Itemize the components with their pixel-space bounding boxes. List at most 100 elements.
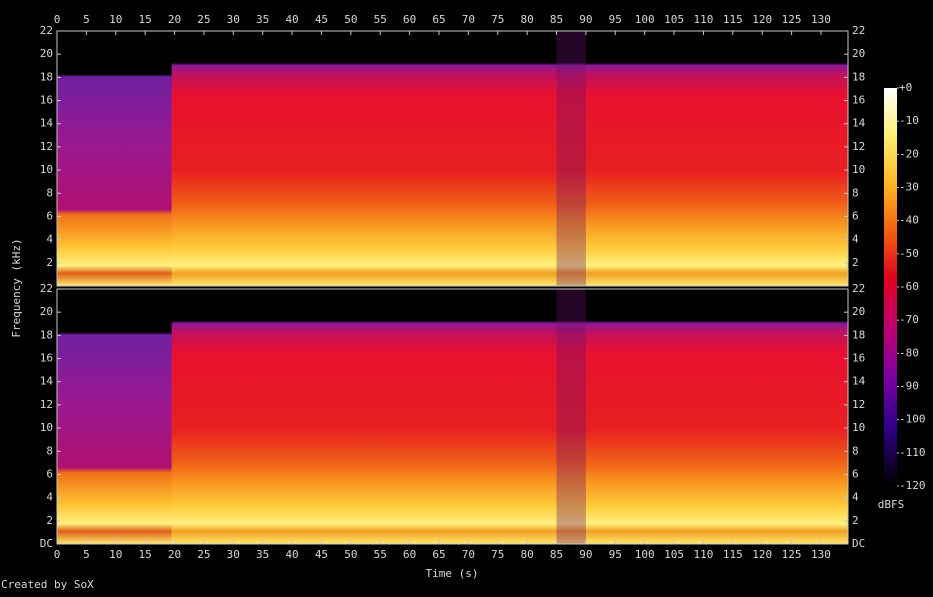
colorbar-tick-label: -120: [899, 479, 926, 492]
y-tick-label: 6: [852, 209, 859, 222]
y-tick-label: 14: [852, 117, 866, 130]
y-tick-label: 22: [40, 282, 53, 295]
x-tick-label: 115: [723, 13, 743, 26]
x-axis-label: Time (s): [426, 567, 479, 580]
x-tick-label: 50: [344, 13, 357, 26]
colorbar: [884, 88, 897, 486]
x-tick-label: 100: [635, 13, 655, 26]
y-tick-label: 20: [852, 305, 865, 318]
spectrogram-image: [556, 31, 586, 286]
y-tick-label: 14: [40, 117, 54, 130]
y-tick-label: 8: [852, 186, 859, 199]
x-tick-label: 95: [609, 548, 622, 561]
colorbar-tick-label: -30: [899, 181, 919, 194]
y-tick-label: 10: [40, 163, 53, 176]
y-tick-label: 18: [852, 328, 865, 341]
colorbar-tick-label: -60: [899, 280, 919, 293]
y-tick-label: 22: [40, 24, 53, 37]
y-tick-label: 12: [40, 398, 53, 411]
y-tick-label: 6: [852, 467, 859, 480]
x-tick-label: 15: [139, 13, 152, 26]
x-tick-label: 90: [579, 548, 592, 561]
y-tick-label: 18: [40, 70, 53, 83]
x-tick-label: 75: [491, 13, 504, 26]
x-tick-label: 40: [285, 13, 298, 26]
y-tick-label: 2: [46, 514, 53, 527]
x-tick-label: 5: [83, 13, 90, 26]
x-tick-label: 120: [752, 13, 772, 26]
y-tick-label: 12: [852, 140, 865, 153]
x-tick-label: 95: [609, 13, 622, 26]
y-tick-label: DC: [40, 537, 53, 550]
plot-frame: [56, 288, 849, 545]
y-tick-label: 22: [852, 24, 865, 37]
y-tick-label: 20: [40, 305, 53, 318]
x-tick-label: 20: [168, 13, 181, 26]
y-tick-label: 14: [852, 375, 866, 388]
y-tick-label: 8: [46, 186, 53, 199]
x-tick-label: 105: [664, 548, 684, 561]
spectrogram-image: [57, 289, 172, 544]
x-tick-label: 45: [315, 548, 328, 561]
x-tick-label: 120: [752, 548, 772, 561]
y-tick-label: 16: [40, 352, 53, 365]
x-tick-label: 65: [432, 13, 445, 26]
y-tick-label: 18: [40, 328, 53, 341]
y-tick-label: 4: [46, 491, 53, 504]
spectrogram-image: [57, 289, 848, 544]
x-tick-label: 125: [782, 13, 802, 26]
y-tick-label: 8: [46, 444, 53, 457]
x-tick-label: 75: [491, 548, 504, 561]
colorbar-tick-label: -50: [899, 247, 919, 260]
y-tick-label: 2: [852, 514, 859, 527]
x-tick-label: 80: [521, 13, 534, 26]
colorbar-tick-label: -70: [899, 313, 919, 326]
x-tick-label: 20: [168, 548, 181, 561]
y-tick-label: 16: [852, 94, 865, 107]
y-tick-label: 16: [852, 352, 865, 365]
y-tick-label: 4: [852, 233, 859, 246]
x-tick-label: 130: [811, 548, 831, 561]
colorbar-label: dBFS: [878, 498, 905, 511]
y-tick-label: 10: [40, 421, 53, 434]
colorbar-tick-label: -100: [899, 413, 926, 426]
x-tick-label: 55: [374, 548, 387, 561]
y-tick-label: 8: [852, 444, 859, 457]
x-tick-label: 40: [285, 548, 298, 561]
x-tick-label: 30: [227, 13, 240, 26]
y-tick-label: 16: [40, 94, 53, 107]
y-tick-label: DC: [852, 537, 865, 550]
plot-frame: [56, 30, 849, 287]
x-tick-label: 110: [693, 548, 713, 561]
x-tick-label: 100: [635, 548, 655, 561]
spectrogram-image: [556, 289, 586, 544]
x-tick-label: 70: [462, 13, 475, 26]
colorbar-tick-label: -80: [899, 346, 919, 359]
y-tick-label: 2: [852, 256, 859, 269]
y-tick-label: 14: [40, 375, 54, 388]
y-tick-label: 18: [852, 70, 865, 83]
x-tick-label: 35: [256, 548, 269, 561]
y-tick-label: 22: [852, 282, 865, 295]
x-tick-label: 5: [83, 548, 90, 561]
y-tick-label: 10: [852, 421, 865, 434]
x-tick-label: 105: [664, 13, 684, 26]
y-tick-label: 10: [852, 163, 865, 176]
colorbar-tick-label: -10: [899, 114, 919, 127]
y-tick-label: 4: [852, 491, 859, 504]
x-tick-label: 10: [109, 548, 122, 561]
x-tick-label: 125: [782, 548, 802, 561]
x-tick-label: 85: [550, 13, 563, 26]
y-tick-label: 12: [852, 398, 865, 411]
x-tick-label: 10: [109, 13, 122, 26]
x-tick-label: 70: [462, 548, 475, 561]
x-tick-label: 80: [521, 548, 534, 561]
x-tick-label: 90: [579, 13, 592, 26]
x-tick-label: 110: [693, 13, 713, 26]
x-tick-label: 115: [723, 548, 743, 561]
x-tick-label: 65: [432, 548, 445, 561]
x-tick-label: 0: [54, 13, 61, 26]
y-tick-label: 2: [46, 256, 53, 269]
colorbar-tick-label: -110: [899, 446, 926, 459]
